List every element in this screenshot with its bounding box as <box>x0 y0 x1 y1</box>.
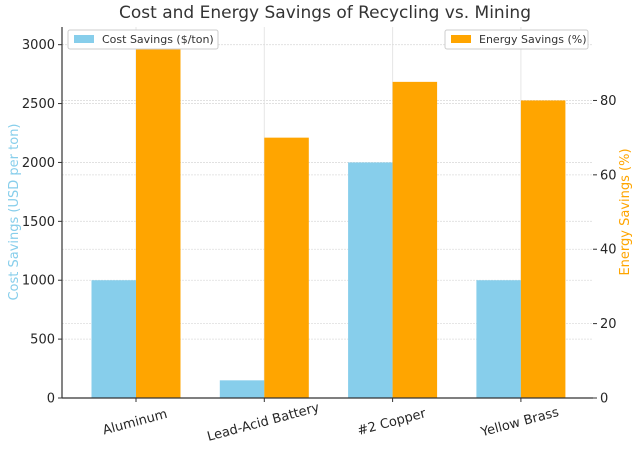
legend-energy: Energy Savings (%) <box>444 29 589 50</box>
bar-cost-savings <box>476 280 521 398</box>
tick-label-right: 20 <box>600 317 617 332</box>
legend-swatch-cost <box>74 35 94 43</box>
tick-label-left: 1000 <box>22 274 55 289</box>
tick-label-right: 60 <box>600 168 617 183</box>
tick-label-right: 0 <box>600 392 608 407</box>
category-label: #2 Copper <box>356 406 428 439</box>
legend-swatch-energy <box>451 35 471 43</box>
legend-label-energy: Energy Savings (%) <box>479 33 587 46</box>
category-label: Aluminum <box>101 407 169 439</box>
bars <box>91 44 566 399</box>
tick-label-left: 0 <box>47 392 55 407</box>
bar-energy-savings <box>264 137 309 399</box>
bar-energy-savings <box>392 81 438 398</box>
tick-label-left: 2000 <box>22 156 55 171</box>
tick-label-left: 500 <box>30 333 55 348</box>
category-label: Lead-Acid Battery <box>206 400 322 444</box>
tick-label-right: 40 <box>600 243 617 258</box>
chart-title: Cost and Energy Savings of Recycling vs.… <box>119 3 531 23</box>
legend-frame <box>67 29 219 50</box>
bar-energy-savings <box>136 44 181 399</box>
tick-label-left: 3000 <box>22 38 55 53</box>
bar-cost-savings <box>91 280 136 398</box>
tick-label-left: 2500 <box>22 97 55 112</box>
bar-cost-savings <box>348 162 393 398</box>
tick-label-right: 80 <box>600 94 617 109</box>
legend-label-cost: Cost Savings ($/ton) <box>102 33 214 46</box>
legend-cost: Cost Savings ($/ton) <box>67 29 219 50</box>
y-axis-right-label: Energy Savings (%) <box>618 148 633 275</box>
bar-cost-savings <box>219 380 265 398</box>
legend-frame <box>444 29 589 50</box>
category-label: Yellow Brass <box>478 405 560 440</box>
bar-energy-savings <box>520 100 566 398</box>
y-axis-left-label: Cost Savings (USD per ton) <box>7 123 22 300</box>
tick-label-left: 1500 <box>22 215 55 230</box>
